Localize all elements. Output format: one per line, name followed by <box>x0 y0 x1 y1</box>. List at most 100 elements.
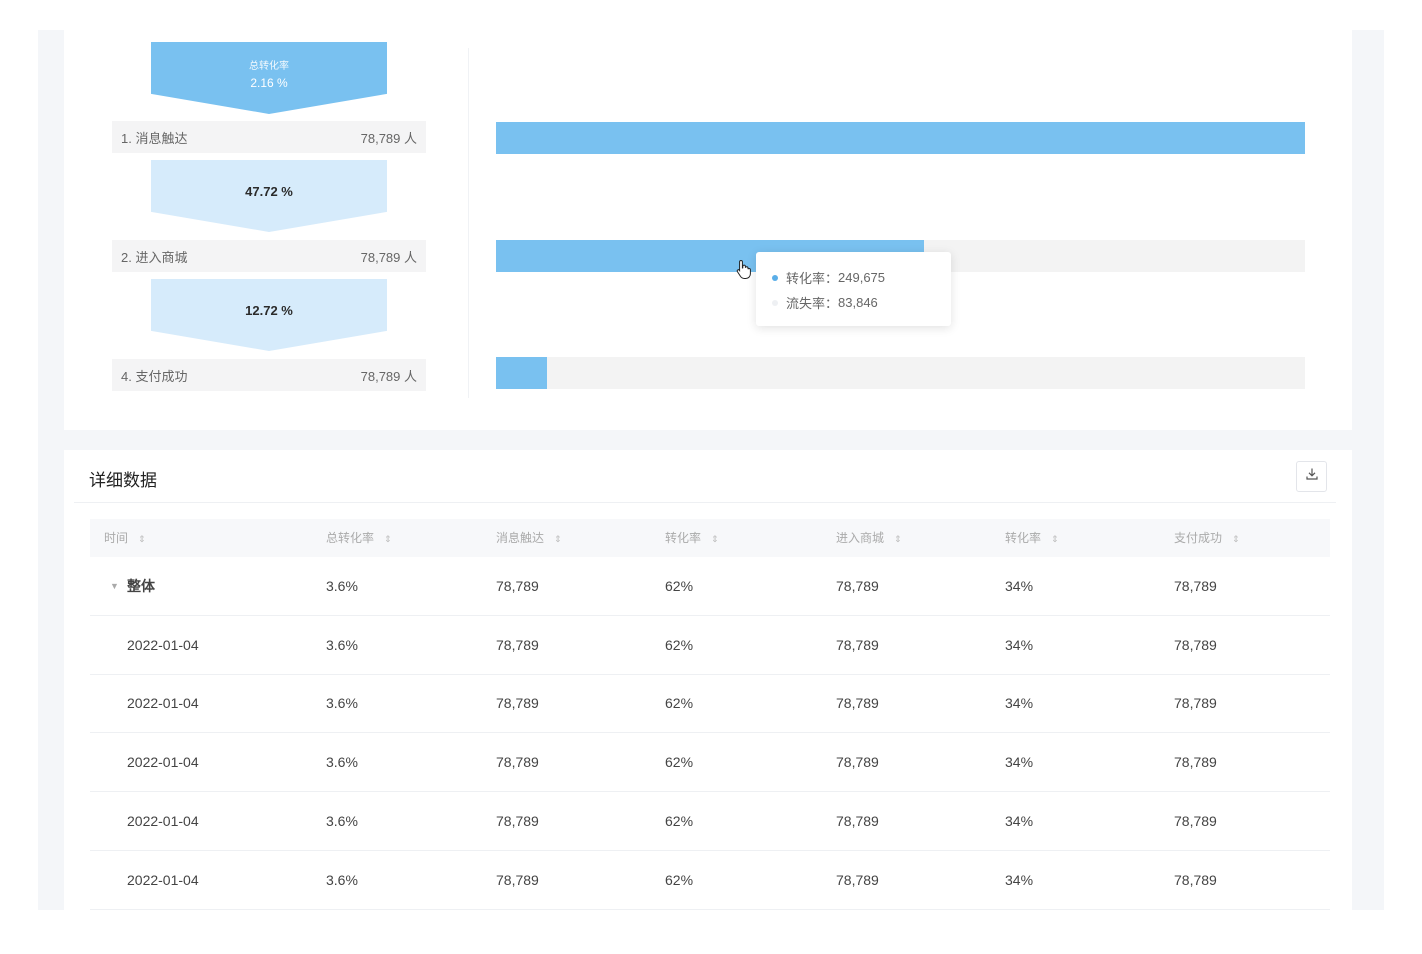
table-cell: 62% <box>665 695 694 712</box>
table-cell: 3.6% <box>326 636 358 653</box>
title-divider <box>74 502 1336 503</box>
stage-name: 1. 消息触达 <box>121 130 188 146</box>
column-header-label: 进入商城 <box>836 531 885 545</box>
sort-icon: ⇕ <box>894 534 902 544</box>
funnel-stage-3[interactable]: 4. 支付成功 78,789 人 <box>112 359 426 391</box>
table-row[interactable]: 2022-01-04 3.6% 78,789 62% 78,789 34% 78,789 <box>90 674 1330 734</box>
funnel-bar-fill <box>496 357 547 389</box>
table-cell: 78,789 <box>1174 871 1217 888</box>
column-header-label: 转化率 <box>665 531 702 545</box>
table-cell: 78,789 <box>1174 636 1217 653</box>
column-header-label: 时间 <box>104 531 129 545</box>
funnel-stage-2[interactable]: 2. 进入商城 78,789 人 <box>112 240 426 272</box>
table-cell: 78,789 <box>496 812 539 829</box>
stage-name: 4. 支付成功 <box>121 368 188 384</box>
sort-icon: ⇕ <box>384 534 392 544</box>
table-cell: 2022-01-04 <box>127 871 199 888</box>
stage-count: 78,789 人 <box>360 249 417 265</box>
table-cell: 34% <box>1005 812 1034 829</box>
table-cell: 2022-01-04 <box>127 695 199 712</box>
table-cell: 78,789 <box>836 578 879 594</box>
funnel-bar-track-3[interactable] <box>496 357 1305 389</box>
table-cell: 78,789 <box>836 871 879 888</box>
table-cell: 62% <box>665 871 694 888</box>
table-cell: 整体 <box>127 578 155 594</box>
total-conversion-value: 2.16 % <box>250 75 288 90</box>
table-cell: 78,789 <box>496 636 539 653</box>
funnel-stage-1[interactable]: 1. 消息触达 78,789 人 <box>112 121 426 153</box>
table-cell: 78,789 <box>1174 578 1217 594</box>
sort-icon: ⇕ <box>554 534 562 544</box>
sort-icon: ⇕ <box>138 534 146 544</box>
bar-tooltip: 转化率： 249,675 流失率： 83,846 <box>756 252 951 326</box>
table-cell: 62% <box>665 578 694 594</box>
table-cell: 2022-01-04 <box>127 636 199 653</box>
expand-caret-icon[interactable]: ▼ <box>110 581 119 591</box>
table-cell: 78,789 <box>1174 812 1217 829</box>
table-cell: 78,789 <box>836 754 879 771</box>
detail-title: 详细数据 <box>89 471 157 490</box>
column-header-time[interactable]: 时间 ⇕ <box>104 519 146 557</box>
hand-cursor-icon <box>736 259 752 284</box>
sort-icon: ⇕ <box>711 534 719 544</box>
column-header-paid[interactable]: 支付成功 ⇕ <box>1174 519 1240 557</box>
table-cell: 78,789 <box>496 578 539 594</box>
table-row[interactable]: 2022-01-04 3.6% 78,789 62% 78,789 34% 78,789 <box>90 733 1330 793</box>
funnel-divider <box>468 48 469 398</box>
table-cell: 2022-01-04 <box>127 754 199 771</box>
table-cell: 78,789 <box>836 812 879 829</box>
sort-icon: ⇕ <box>1051 534 1059 544</box>
column-header-rate-2[interactable]: 转化率 ⇕ <box>1005 519 1059 557</box>
table-cell: 3.6% <box>326 812 358 829</box>
table-row[interactable]: 2022-01-04 3.6% 78,789 62% 78,789 34% 78,789 <box>90 616 1330 675</box>
table-cell: 78,789 <box>836 636 879 653</box>
table-cell: 34% <box>1005 754 1034 771</box>
sort-icon: ⇕ <box>1232 534 1240 544</box>
funnel-bar-track-1[interactable] <box>496 122 1305 154</box>
total-conversion-label: 总转化率 <box>249 60 289 72</box>
table-cell: 3.6% <box>326 871 358 888</box>
table-cell: 3.6% <box>326 578 358 594</box>
tooltip-label: 转化率： <box>786 271 839 286</box>
column-header-reach[interactable]: 消息触达 ⇕ <box>496 519 562 557</box>
table-cell: 78,789 <box>496 754 539 771</box>
table-cell: 78,789 <box>496 695 539 712</box>
column-header-total-rate[interactable]: 总转化率 ⇕ <box>326 519 392 557</box>
table-row-summary[interactable]: ▼ 整体 3.6% 78,789 62% 78,789 34% 78,789 <box>90 557 1330 616</box>
table-cell: 62% <box>665 636 694 653</box>
download-icon <box>1305 467 1319 486</box>
download-button[interactable] <box>1296 461 1327 492</box>
table-cell: 3.6% <box>326 754 358 771</box>
tooltip-row-conversion: 转化率： 249,675 <box>772 268 885 287</box>
table-cell: 34% <box>1005 871 1034 888</box>
table-header: 时间 ⇕ 总转化率 ⇕ 消息触达 ⇕ 转化率 ⇕ 进入商城 ⇕ 转化率 ⇕ 支付成功 ⇕ <box>90 519 1330 557</box>
column-header-label: 转化率 <box>1005 531 1042 545</box>
table-cell: 62% <box>665 812 694 829</box>
step-rate-value: 12.72 % <box>245 302 293 318</box>
table-cell: 78,789 <box>496 871 539 888</box>
table-cell: 62% <box>665 754 694 771</box>
funnel-bar-fill <box>496 122 1305 154</box>
step-rate-value: 47.72 % <box>245 183 293 199</box>
table-cell: 34% <box>1005 636 1034 653</box>
table-row[interactable]: 2022-01-04 3.6% 78,789 62% 78,789 34% 78,789 <box>90 792 1330 851</box>
stage-count: 78,789 人 <box>360 130 417 146</box>
column-header-label: 支付成功 <box>1174 531 1223 545</box>
legend-dot-icon <box>772 274 778 281</box>
column-header-mall[interactable]: 进入商城 ⇕ <box>836 519 902 557</box>
table-cell: 3.6% <box>326 695 358 712</box>
tooltip-label: 流失率： <box>786 296 839 311</box>
stage-name: 2. 进入商城 <box>121 249 188 265</box>
column-header-label: 总转化率 <box>326 531 375 545</box>
table-cell: 78,789 <box>1174 695 1217 712</box>
tooltip-row-churn: 流失率： 83,846 <box>772 293 878 312</box>
legend-dot-icon <box>772 299 778 306</box>
table-cell: 78,789 <box>1174 754 1217 771</box>
table-row[interactable]: 2022-01-04 3.6% 78,789 62% 78,789 34% 78,789 <box>90 851 1330 910</box>
column-header-label: 消息触达 <box>496 531 545 545</box>
table-cell: 78,789 <box>836 695 879 712</box>
table-cell: 34% <box>1005 695 1034 712</box>
table-cell: 2022-01-04 <box>127 812 199 829</box>
column-header-rate-1[interactable]: 转化率 ⇕ <box>665 519 719 557</box>
tooltip-value: 249,675 <box>838 270 886 285</box>
